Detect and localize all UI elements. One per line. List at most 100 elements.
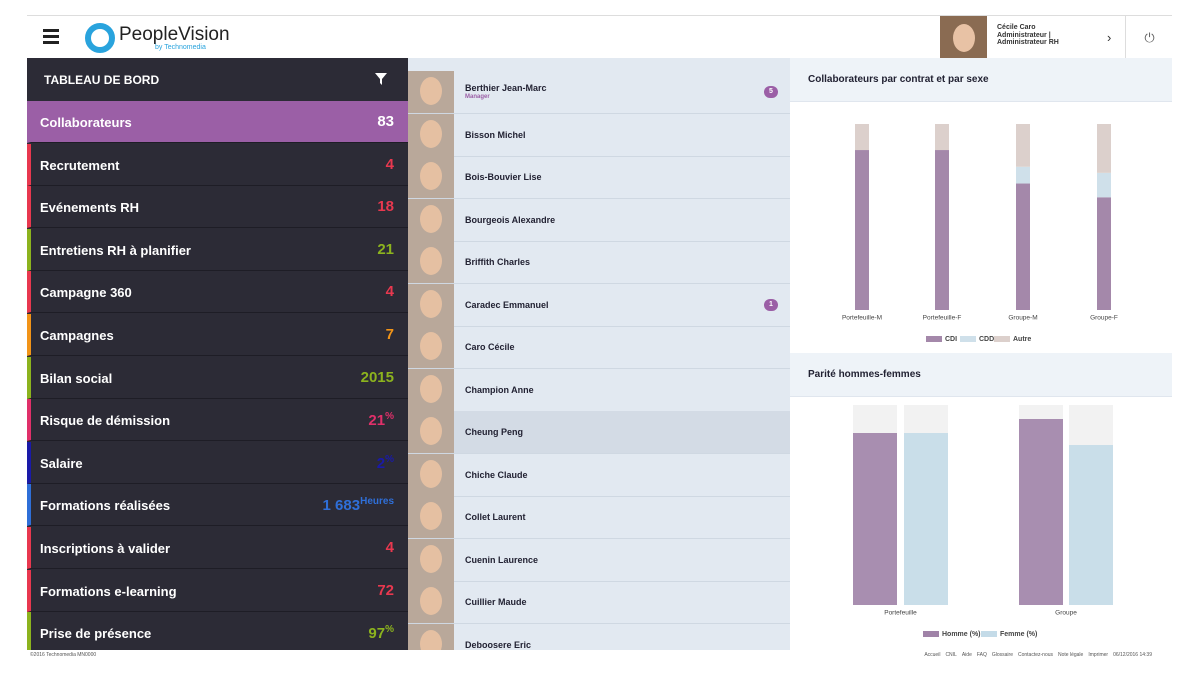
bar-segment xyxy=(935,124,949,151)
menu-value: 21% xyxy=(368,411,394,429)
value: 7 xyxy=(385,326,394,343)
menu-item[interactable]: Campagne 360 4 xyxy=(27,271,408,314)
face xyxy=(420,289,442,318)
menu-value: 72 xyxy=(377,582,394,599)
menu-item[interactable]: Prise de présence 97% xyxy=(27,612,408,650)
value: 4 xyxy=(385,539,394,556)
face xyxy=(420,204,442,233)
footer-link[interactable]: Imprimer xyxy=(1088,652,1109,658)
face xyxy=(420,332,442,360)
logo-sub: by Technomedia xyxy=(155,44,206,51)
menu-label: Formations réalisées xyxy=(40,498,171,514)
face xyxy=(420,374,442,403)
value: 4 xyxy=(385,155,394,173)
bar xyxy=(853,433,897,605)
charts-panel: Collaborateurs par contrat et par sexe Po… xyxy=(790,58,1172,650)
menu-icon[interactable] xyxy=(43,29,59,44)
header: PeopleVision by Technomedia Cécile Caro … xyxy=(27,15,1172,60)
menu-item[interactable]: Salaire 2% xyxy=(27,441,408,484)
bar-segment xyxy=(1016,166,1030,184)
x-label: Groupe xyxy=(1055,610,1077,617)
person-name: Deboosere Eric xyxy=(465,639,532,650)
menu-value: 97% xyxy=(368,624,394,642)
footer-link[interactable]: Aide xyxy=(961,652,972,658)
menu-item[interactable]: Evénements RH 18 xyxy=(27,186,408,229)
menu-label: Salaire xyxy=(40,455,83,471)
menu-value: 7 xyxy=(386,326,394,343)
legend-swatch xyxy=(960,336,976,342)
person-row[interactable]: Caradec Emmanuel 1 xyxy=(408,283,790,327)
x-label: Portefeuille xyxy=(884,610,917,617)
footer-link[interactable]: Contactez-nous xyxy=(1018,652,1054,658)
menu-item[interactable]: Formations e-learning 72 xyxy=(27,569,408,612)
menu-value: 4 xyxy=(386,539,394,556)
face xyxy=(420,587,442,615)
menu-item[interactable]: Risque de démission 21% xyxy=(27,399,408,442)
menu-label: Recrutement xyxy=(40,157,120,173)
person-row[interactable]: Cheung Peng xyxy=(408,411,790,454)
user-photo xyxy=(940,16,987,59)
menu-item[interactable]: Recrutement 4 xyxy=(27,143,408,186)
menu-label: Formations e-learning xyxy=(40,583,177,599)
person-row[interactable]: Bisson Michel xyxy=(408,113,790,157)
person-row[interactable]: Deboosere Eric xyxy=(408,623,790,650)
x-label: Portefeuille-F xyxy=(923,315,962,322)
person-photo xyxy=(408,538,454,581)
legend-label: Homme (%) xyxy=(942,631,981,638)
menu-label: Evénements RH xyxy=(40,200,139,216)
menu-item[interactable]: Collaborateurs 83 xyxy=(27,101,408,143)
person-name: Cheung Peng xyxy=(465,427,523,437)
legend-label: Femme (%) xyxy=(1000,631,1037,638)
value: 21 xyxy=(368,412,386,430)
person-row[interactable]: Bois-Bouvier Lise xyxy=(408,156,790,199)
face xyxy=(420,459,442,488)
power-button[interactable]: ⏻ xyxy=(1125,16,1173,59)
menu-item[interactable]: Bilan social 2015 xyxy=(27,356,408,399)
person-row[interactable]: Champion Anne xyxy=(408,368,790,412)
person-row[interactable]: Berthier Jean-Marc Manager 5 xyxy=(408,71,790,114)
menu-label: Campagnes xyxy=(40,328,114,343)
footer-link[interactable]: Accueil xyxy=(924,652,941,658)
value: 1 683 xyxy=(322,497,361,515)
person-name: Champion Anne xyxy=(465,384,534,395)
person-name: Caradec Emmanuel xyxy=(465,299,549,310)
menu-item[interactable]: Campagnes 7 xyxy=(27,314,408,356)
menu-item[interactable]: Entretiens RH à planifier 21 xyxy=(27,228,408,271)
person-name: Caro Cécile xyxy=(465,342,515,352)
person-row[interactable]: Cuenin Laurence xyxy=(408,538,790,582)
face xyxy=(420,162,442,190)
face xyxy=(420,119,442,148)
person-photo xyxy=(408,368,454,411)
person-row[interactable]: Chiche Claude xyxy=(408,453,790,497)
unit: % xyxy=(385,411,394,423)
menu-value: 2% xyxy=(377,454,394,472)
filter-icon[interactable] xyxy=(375,73,387,85)
bar-segment xyxy=(1097,124,1111,173)
person-row[interactable]: Cuillier Maude xyxy=(408,581,790,624)
bar-segment xyxy=(1097,197,1111,310)
menu-item[interactable]: Formations réalisées 1 683Heures xyxy=(27,484,408,527)
person-photo xyxy=(408,156,454,198)
person-row[interactable]: Collet Laurent xyxy=(408,496,790,539)
x-label: Groupe-M xyxy=(1008,315,1037,322)
footer-link[interactable]: CNIL xyxy=(945,652,957,658)
menu-item[interactable]: Inscriptions à valider 4 xyxy=(27,527,408,569)
badge: 1 xyxy=(764,298,778,311)
logo: PeopleVision xyxy=(119,24,230,45)
value: 4 xyxy=(385,283,394,301)
person-row[interactable]: Caro Cécile xyxy=(408,326,790,369)
menu-value: 2015 xyxy=(361,369,394,386)
person-row[interactable]: Briffith Charles xyxy=(408,241,790,284)
bar-segment xyxy=(935,150,949,310)
legend-swatch xyxy=(923,631,939,637)
footer-link[interactable]: FAQ xyxy=(976,652,987,658)
value: 21 xyxy=(377,240,394,258)
footer-link[interactable]: Glossaire xyxy=(991,652,1013,658)
bar xyxy=(1069,445,1113,605)
person-row[interactable]: Bourgeois Alexandre xyxy=(408,198,790,242)
person-photo xyxy=(408,241,454,283)
chevron[interactable]: › xyxy=(1107,30,1112,45)
person-name: Briffith Charles xyxy=(465,257,531,267)
footer-link[interactable]: Note légale xyxy=(1058,652,1084,658)
